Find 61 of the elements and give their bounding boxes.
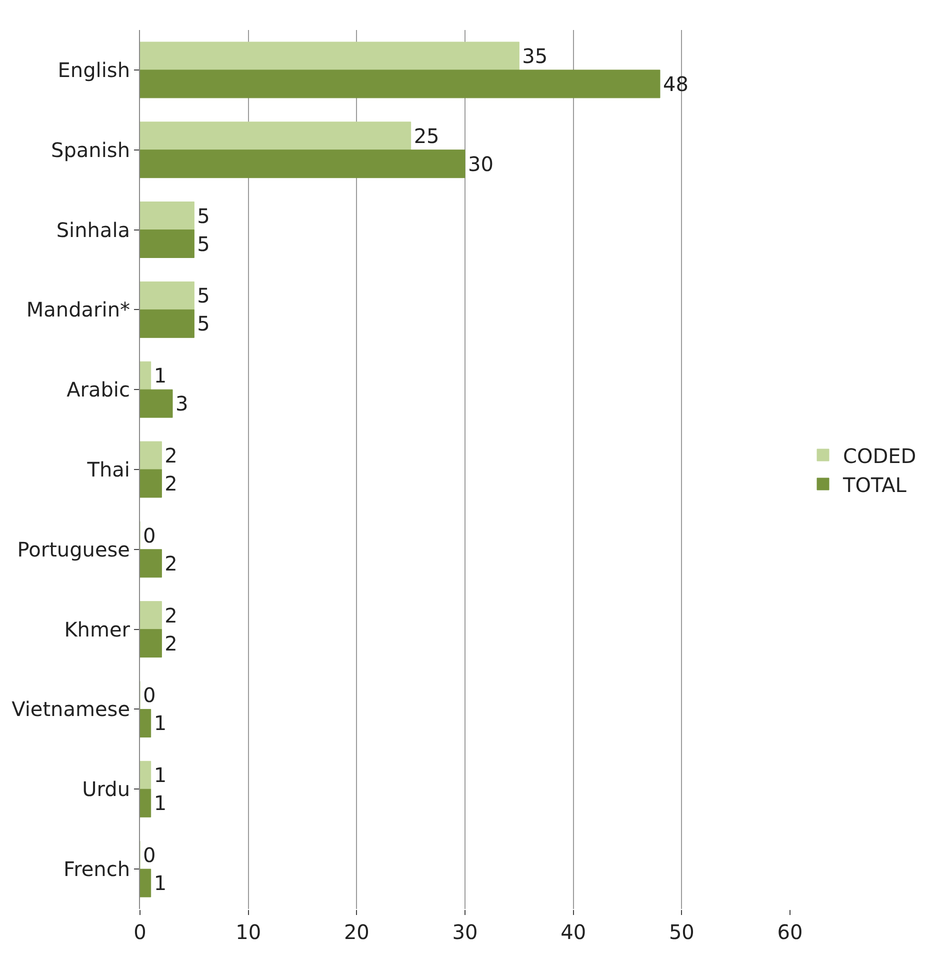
- bar: [140, 361, 152, 390]
- bar: [140, 788, 152, 818]
- data-label: 2: [164, 603, 178, 628]
- data-label: 30: [468, 152, 494, 176]
- bar: [140, 469, 162, 498]
- data-label: 25: [414, 124, 440, 148]
- bar: [140, 708, 152, 738]
- bar: [140, 389, 173, 418]
- bar: [140, 230, 194, 258]
- bar: [140, 309, 194, 338]
- data-label: 48: [663, 72, 688, 96]
- data-label: 0: [143, 523, 156, 548]
- y-tick-label: French: [64, 857, 130, 882]
- bar: [140, 629, 162, 658]
- bar: [140, 122, 412, 150]
- data-label: 5: [197, 204, 210, 228]
- data-label: 1: [154, 711, 167, 736]
- y-tick-label: Sinhala: [56, 218, 130, 242]
- bar: [140, 281, 194, 310]
- data-label: 2: [164, 471, 178, 496]
- data-label: 5: [197, 284, 210, 308]
- data-label: 1: [154, 763, 167, 788]
- data-label: 1: [154, 871, 167, 896]
- bar: [140, 601, 162, 630]
- x-tick-label: 30: [452, 920, 478, 944]
- data-label: 5: [197, 312, 210, 336]
- data-label: 0: [143, 843, 156, 868]
- bar: [140, 202, 194, 230]
- bar: [140, 549, 162, 578]
- data-label: 2: [164, 444, 178, 468]
- y-tick-label: Urdu: [82, 777, 130, 802]
- data-label: 2: [164, 551, 178, 576]
- data-label: 5: [197, 232, 210, 256]
- y-tick-label: Thai: [86, 458, 130, 482]
- bar: [140, 42, 520, 70]
- x-tick-label: 40: [560, 920, 586, 944]
- y-tick-label: Spanish: [51, 138, 130, 162]
- data-label: 1: [154, 791, 167, 816]
- data-label: 2: [164, 631, 178, 656]
- legend-label: CODED: [843, 444, 916, 468]
- data-label: 3: [176, 392, 188, 416]
- bar: [140, 760, 152, 790]
- bar: [140, 868, 152, 898]
- y-tick-label: Vietnamese: [12, 697, 130, 722]
- x-tick-label: 0: [134, 920, 146, 944]
- y-tick-label: English: [58, 58, 130, 82]
- x-tick-label: 50: [668, 920, 694, 944]
- x-tick-label: 20: [344, 920, 370, 944]
- data-label: 0: [143, 683, 156, 708]
- bar: [140, 150, 466, 178]
- data-label: 1: [154, 364, 167, 388]
- data-label: 35: [522, 44, 548, 68]
- y-tick-label: Mandarin*: [26, 298, 130, 322]
- y-tick-label: Portuguese: [17, 537, 130, 562]
- y-tick-label: Arabic: [66, 378, 130, 402]
- y-tick-label: Khmer: [64, 617, 131, 642]
- legend-label: TOTAL: [842, 472, 908, 497]
- bar: [140, 70, 660, 98]
- x-tick-label: 10: [236, 920, 262, 944]
- x-tick-label: 60: [777, 920, 803, 944]
- bar: [140, 441, 162, 470]
